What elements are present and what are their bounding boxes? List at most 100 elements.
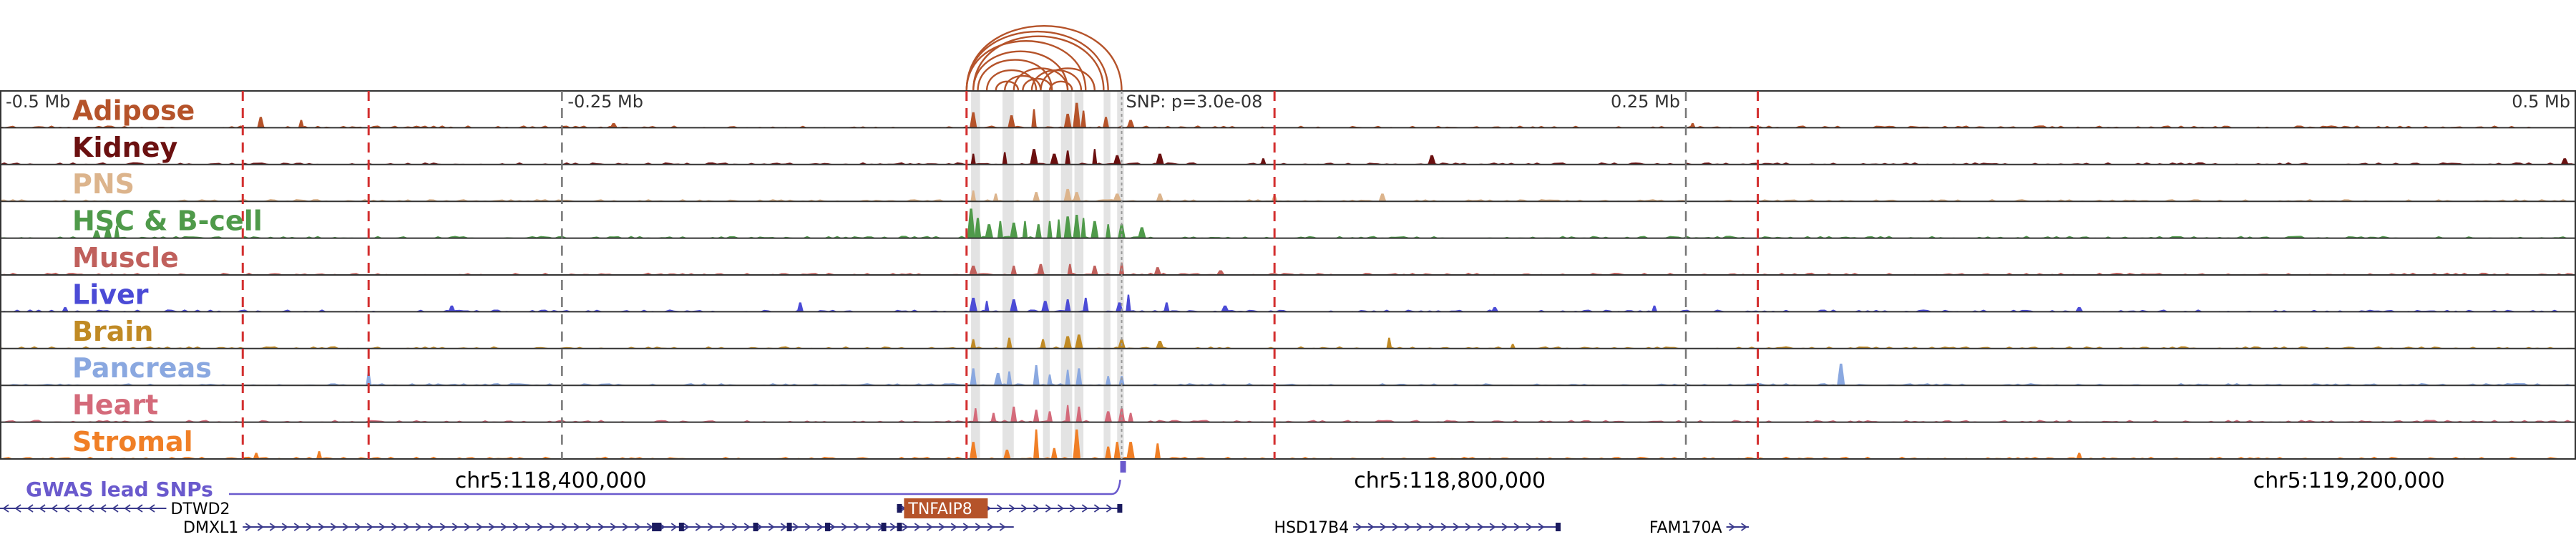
strand-arrow (1093, 504, 1101, 513)
gwas-and-genes: chr5:118,400,000 chr5:118,800,000 chr5:119… (0, 461, 2445, 537)
signal-peak (2560, 158, 2569, 165)
strand-arrow (914, 523, 921, 531)
signal-peak (1010, 299, 1018, 312)
signal-peak (1156, 340, 1164, 349)
strand-arrow (488, 523, 495, 531)
exon-block (786, 523, 792, 531)
signal-peak (2075, 306, 2084, 312)
track-labels: Adipose Kidney PNS HSC & B-cell Muscle Liver B… (72, 95, 263, 458)
signal-peak (114, 226, 120, 238)
signal-peak (1040, 339, 1046, 349)
signal-peak (1113, 193, 1122, 202)
loop-arc (977, 59, 1053, 92)
strand-arrow (634, 523, 641, 531)
strand-arrow (1489, 523, 1496, 531)
strand-arrow (1033, 504, 1040, 513)
signal-peak (92, 230, 101, 238)
signal-peak (1033, 364, 1040, 386)
exon-block (678, 523, 684, 531)
track-label: Adipose (72, 95, 195, 126)
loop-arcs (965, 24, 1123, 92)
strand-arrow (719, 523, 726, 531)
signal-peak (796, 302, 804, 312)
strand-arrow (610, 523, 617, 531)
signal-peak (1386, 337, 1392, 349)
strand-arrow (1404, 523, 1411, 531)
signal-peak (992, 193, 999, 202)
strand-arrow (695, 523, 702, 531)
signal-peak (1075, 368, 1083, 386)
signal-tracks (0, 90, 2576, 460)
signal-peak (993, 372, 1002, 386)
signal-peak (970, 153, 976, 165)
track-label: Liver (72, 279, 149, 310)
signal-peak (970, 368, 977, 386)
signal-peak (1063, 336, 1072, 349)
signal-peak (1105, 376, 1111, 386)
lead-snp-label: SNP: p=3.0e-08 (1126, 92, 1263, 112)
gene-label: HSD17B4 (1274, 519, 1350, 537)
strand-arrow (452, 523, 459, 531)
signal-peak (1064, 299, 1071, 312)
signal-peak (1106, 224, 1111, 238)
signal-peak (974, 218, 982, 238)
strand-arrow (683, 523, 690, 531)
signal-peak (1041, 301, 1050, 312)
strand-arrow (476, 523, 483, 531)
signal-peak (1073, 429, 1081, 459)
strand-arrow (1380, 523, 1387, 531)
track-label: Stromal (72, 426, 193, 458)
signal-peak (1092, 149, 1098, 165)
strand-arrow (464, 523, 471, 531)
signal-peak (1103, 117, 1110, 128)
strand-arrow (743, 523, 751, 531)
strand-arrow (1106, 504, 1113, 513)
strand-arrow (780, 523, 787, 531)
loop-arc (1048, 80, 1073, 92)
strand-arrow (99, 504, 107, 513)
signal-peak (969, 265, 978, 275)
strand-arrow (756, 523, 763, 531)
signal-peak (1010, 222, 1018, 238)
exon-block (652, 523, 658, 531)
strand-arrow (573, 523, 580, 531)
signal-peak (1221, 305, 1229, 312)
signal-peak (1491, 306, 1499, 312)
signal-peak (1651, 305, 1658, 312)
signal-peak (1126, 442, 1135, 459)
strand-arrow (525, 523, 532, 531)
signal-peak (1080, 110, 1086, 128)
loop-arc (965, 31, 1109, 92)
strand-arrow (1741, 523, 1748, 531)
strand-arrow (136, 504, 143, 513)
gene-highlight-box (904, 498, 988, 518)
gwas-snp-marker (1120, 461, 1126, 473)
signal-peak (1033, 192, 1040, 202)
loop-arc (1030, 69, 1083, 92)
loop-arc (965, 24, 1123, 92)
signal-peak (1031, 109, 1037, 128)
exon-block (897, 523, 902, 531)
signal-peak (1126, 120, 1135, 128)
strand-arrow (87, 504, 94, 513)
strand-arrow (792, 523, 799, 531)
signal-peak (970, 339, 977, 349)
gwas-connector (229, 479, 1121, 495)
signal-peak (1006, 337, 1013, 349)
gene-label: TNFAIP8 (907, 500, 972, 518)
signal-peak (1510, 344, 1516, 349)
strand-arrow (1020, 504, 1028, 513)
signal-peak (1006, 371, 1013, 386)
signal-peak (1113, 442, 1121, 459)
signal-peak (1154, 443, 1161, 459)
strand-arrow (537, 523, 544, 531)
exon-block (881, 523, 887, 531)
signal-peak (1689, 122, 1696, 128)
strand-arrow (1538, 523, 1545, 531)
strand-arrow (403, 523, 410, 531)
strand-arrow (75, 504, 82, 513)
strand-arrow (306, 523, 313, 531)
track-label: HSC & B-cell (72, 205, 263, 237)
track-label: Muscle (72, 242, 179, 274)
